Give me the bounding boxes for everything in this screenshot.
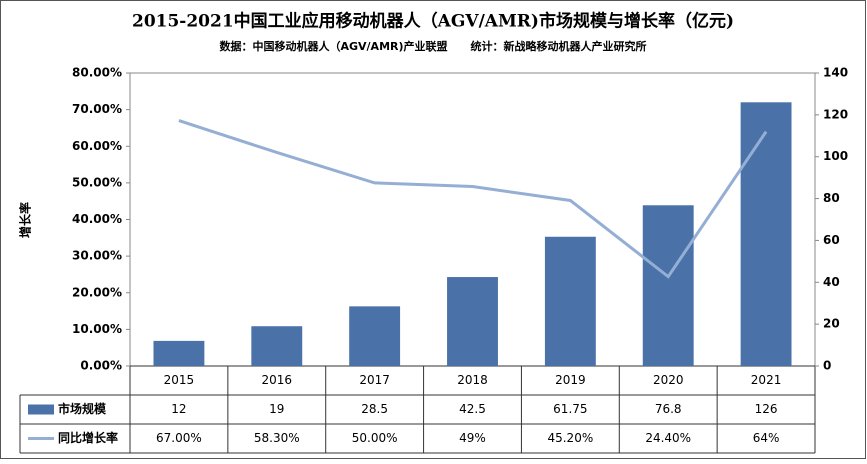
chart-title: 2015-2021中国工业应用移动机器人（AGV/AMR)市场规模与增长率（亿元… [132,11,734,32]
bar [740,102,792,367]
table-value: 49% [459,431,486,445]
x-tick-label: 2021 [751,373,782,387]
x-tick-label: 2018 [457,373,488,387]
legend-swatch [28,404,54,415]
y2-tick-label: 20 [823,317,840,331]
bar [349,306,401,366]
bar [544,236,596,366]
y-tick-label: 60.00% [72,139,122,153]
y2-tick-label: 80 [823,191,840,205]
table-value: 19 [269,402,284,416]
y2-tick-label: 60 [823,233,840,247]
x-tick-label: 2015 [164,373,195,387]
y2-tick-label: 40 [823,275,840,289]
y-tick-label: 0.00% [80,359,122,373]
y2-tick-label: 140 [823,66,848,80]
legend-label: 同比增长率 [58,430,118,445]
y-tick-label: 80.00% [72,66,122,80]
table-value: 76.8 [655,402,682,416]
bar [153,340,205,366]
table-value: 42.5 [459,402,486,416]
table-value: 61.75 [553,402,587,416]
table-value: 67.00% [156,431,202,445]
y-tick-label: 40.00% [72,212,122,226]
bar [251,326,303,366]
y2-tick-label: 0 [823,359,831,373]
y-tick-label: 10.00% [72,322,122,336]
y2-tick-label: 120 [823,107,848,121]
y-tick-label: 20.00% [72,285,122,299]
x-tick-label: 2016 [262,373,293,387]
chart-subtitle: 数据：中国移动机器人（AGV/AMR)产业联盟 统计：新战略移动机器人产业研究所 [219,39,646,53]
y-tick-label: 30.00% [72,249,122,263]
table-value: 12 [171,402,186,416]
y-tick-label: 50.00% [72,175,122,189]
y2-tick-label: 100 [823,149,848,163]
y-axis-label: 增长率 [18,202,33,238]
y-tick-label: 70.00% [72,102,122,116]
table-value: 50.00% [352,431,398,445]
bar [447,277,498,366]
bar [642,205,694,366]
legend-label: 市场规模 [58,401,107,416]
table-value: 58.30% [254,431,300,445]
table-value: 64% [753,431,780,445]
table-value: 28.5 [361,402,388,416]
line [178,119,768,279]
table-value: 24.40% [645,431,691,445]
x-tick-label: 2017 [359,373,390,387]
table-value: 126 [755,402,778,416]
x-tick-label: 2019 [555,373,586,387]
table-value: 45.20% [547,431,593,445]
x-tick-label: 2020 [653,373,684,387]
